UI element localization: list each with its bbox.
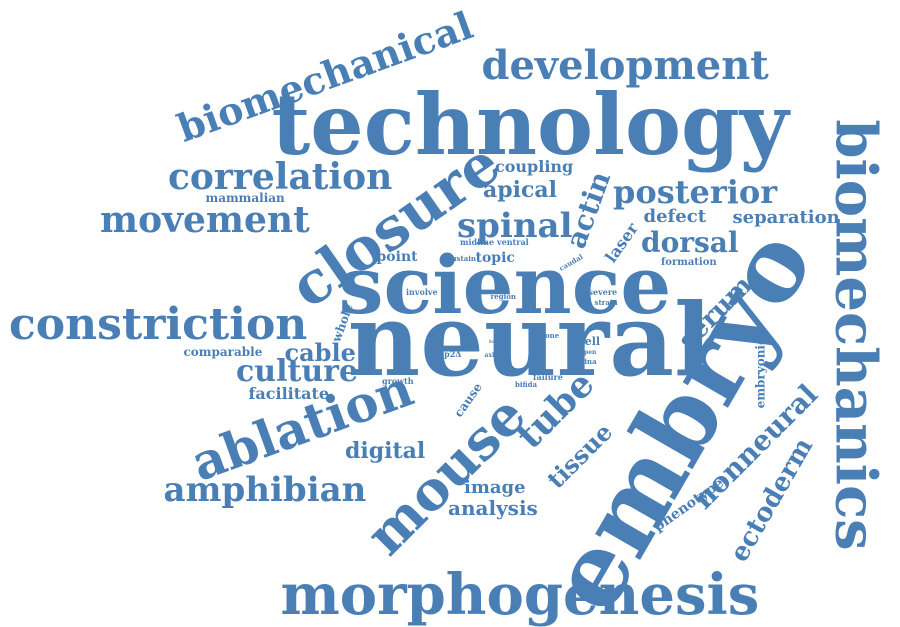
word-spina: spina <box>575 356 597 366</box>
word-strain: strain <box>594 297 618 307</box>
word-growth: growth <box>382 376 414 386</box>
word-bifida: bifida <box>515 379 538 389</box>
word-axis: axis <box>484 352 498 359</box>
word-to: to <box>489 338 495 345</box>
word-ventral: ventral <box>497 237 529 247</box>
word-mammalian: mammalian <box>205 191 285 205</box>
word-cable: cable <box>284 338 356 367</box>
word-formation: formation <box>661 257 717 268</box>
word-analysis: analysis <box>448 496 538 520</box>
word-zone: zone <box>541 330 560 340</box>
word-movement: movement <box>100 199 310 241</box>
word-point: point <box>376 249 418 265</box>
word-development: development <box>481 42 769 89</box>
word-posterior: posterior <box>613 173 778 211</box>
word-amphibian: amphibian <box>163 470 367 510</box>
word-technology: technology <box>271 75 789 174</box>
word-culture: culture <box>236 354 359 389</box>
word-severe: severe <box>588 287 618 297</box>
word-failure: failure <box>533 372 563 382</box>
word-biomechanics: biomechanics <box>822 119 889 551</box>
word-constriction: constriction <box>9 299 308 350</box>
word-embryonic: embryonic <box>752 337 767 409</box>
word-topic: topic <box>475 250 515 266</box>
word-midline: midline <box>460 237 495 247</box>
word-digital: digital <box>345 438 426 464</box>
word-facilitate: facilitate <box>248 384 330 403</box>
word-bp2: bp2Δ <box>438 349 462 359</box>
word-science: science <box>338 238 672 332</box>
word-dorsal: dorsal <box>641 226 739 259</box>
word-sustain: sustain <box>447 253 477 263</box>
word-spinal: spinal <box>457 206 573 246</box>
word-coupling: coupling <box>495 157 574 176</box>
word-separation: separation <box>732 207 840 228</box>
word-region: region <box>490 291 516 301</box>
word-image: image <box>464 477 526 498</box>
word-neural: neural <box>347 281 713 399</box>
word-cell: cell <box>578 334 601 348</box>
word-comparable: comparable <box>183 345 263 359</box>
word-apical: apical <box>483 177 558 203</box>
word-involve: involve <box>406 287 438 297</box>
word-correlation: correlation <box>168 156 393 198</box>
word-open: open <box>580 349 597 356</box>
word-morphogenesis: morphogenesis <box>280 562 760 627</box>
word-defect: defect <box>643 206 707 227</box>
